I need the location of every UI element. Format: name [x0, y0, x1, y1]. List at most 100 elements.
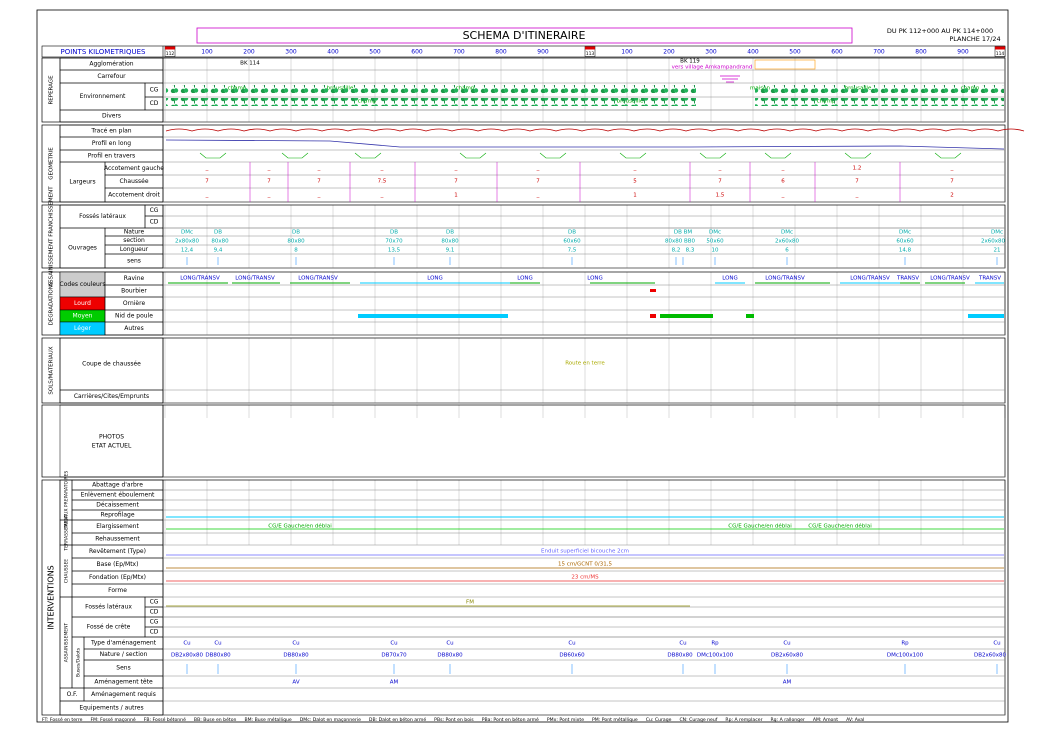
cell-text: 8,2: [672, 248, 681, 254]
row-label: Chaussée: [119, 178, 148, 185]
cell-text: 14,8: [899, 248, 912, 254]
row-label: Fossés latéraux: [79, 213, 126, 220]
cell-text: Cu: [292, 641, 299, 647]
pothole: [660, 314, 713, 318]
row-label: Sens: [116, 665, 130, 672]
section-title: GEOMETRIE: [49, 147, 55, 180]
label-cell: [104, 253, 164, 269]
cell-text: 7: [718, 179, 722, 185]
vegetation: [166, 98, 696, 106]
km-marker-top: [585, 46, 595, 50]
cell-text: 12,4: [181, 248, 194, 254]
cell-text: BK 119: [680, 59, 700, 65]
cell-text: AV: [292, 680, 299, 686]
cell-text: 21: [994, 248, 1001, 254]
cell-text: 7: [205, 179, 209, 185]
cell-text: 80x80: [211, 239, 229, 245]
label-cell: [104, 187, 164, 203]
legend-item: BM: Buse métallique: [244, 716, 291, 723]
row-label: Accotement gauche: [104, 165, 164, 172]
row-label: CG: [150, 207, 159, 214]
legend-item: FT: Fossé en terre: [42, 716, 83, 723]
legend-item: Rg: A rallonger: [770, 717, 804, 723]
row-label: Reprofilage: [100, 512, 134, 519]
vegetation: [166, 85, 696, 93]
cell-text: 7,5: [568, 248, 577, 254]
cell-text: DB: [446, 230, 454, 236]
cell-text: Rp: [901, 641, 909, 647]
cell-text: LONG/TRANSV: [180, 276, 220, 282]
section-frame: [41, 124, 1006, 203]
cell-text: _: [950, 166, 954, 172]
cell-text: DB80x80: [205, 653, 231, 659]
row-label: Ouvrages: [68, 245, 97, 252]
row-label: Environnement: [80, 93, 126, 100]
cell-text: Cu: [993, 641, 1000, 647]
cell-text: FM: [466, 600, 474, 606]
cell-text: 8: [294, 248, 298, 254]
cell-text: 80x80: [441, 239, 459, 245]
row-label: Fondation (Ep/Mtx): [89, 574, 146, 581]
row-label: Coupe de chaussée: [82, 361, 141, 368]
section-title: REPERAGE: [49, 75, 55, 105]
row-label: Accotement droit: [108, 192, 160, 199]
km-tick: 100: [201, 49, 213, 56]
cell-text: Rp: [711, 641, 719, 647]
row-label: Lourd: [74, 300, 91, 307]
cell-text: TRANSV: [978, 276, 1001, 282]
cross-profile: [354, 152, 382, 159]
cell-text: 80x80 BB0: [665, 239, 696, 245]
cross-profile: [281, 152, 309, 159]
cell-text: 7: [950, 179, 954, 185]
long-profile: [165, 139, 1005, 150]
pothole: [358, 314, 508, 318]
pothole: [968, 314, 1004, 318]
legend-item: Rp: A remplacer: [725, 717, 762, 723]
legend-item: PBa: Pont en béton armé: [482, 716, 539, 723]
section-frame: [41, 479, 1006, 716]
cell-text: _: [317, 193, 321, 199]
km-row: [41, 45, 1006, 58]
legend-item: AM: Amont: [813, 717, 838, 723]
cell-text: LONG/TRANSV: [765, 276, 805, 282]
cell-text: BK 114: [240, 61, 260, 67]
row-label: sens: [127, 258, 141, 265]
row-label: Fossé de crête: [87, 624, 131, 631]
row-label: Nid de poule: [115, 313, 153, 320]
cell-text: _: [536, 193, 540, 199]
section-title: SOLS/MATERIAUX: [49, 346, 55, 394]
cell-text: DB2x80x80: [171, 653, 204, 659]
row-label: Revêtement (Type): [89, 548, 146, 555]
cell-text: 1: [633, 193, 637, 199]
row-label: Bourbier: [121, 288, 147, 295]
km-tick: 100: [621, 49, 633, 56]
cell-text: 60x60: [563, 239, 581, 245]
row-label: Enlèvement éboulement: [81, 492, 155, 499]
row-label: O.F.: [67, 691, 78, 698]
row-label: Rehaussement: [95, 536, 140, 543]
vegetation: [755, 85, 1004, 93]
row-label: Codes couleurs: [60, 281, 106, 288]
cell-text: TRANSV: [896, 276, 919, 282]
cell-text: DB2x60x80: [771, 653, 804, 659]
cell-text: _: [718, 166, 722, 172]
cell-text: _: [781, 193, 785, 199]
cell-text: DMc: [781, 230, 793, 236]
cell-text: DMc: [181, 230, 193, 236]
cell-text: Enduit superficiel bicouche 2cm: [541, 549, 629, 555]
km-tick: 900: [537, 49, 549, 56]
cell-text: 7.5: [378, 179, 387, 185]
row-label: Divers: [102, 113, 121, 120]
km-tick: 700: [453, 49, 465, 56]
row-label: Type d'aménagement: [90, 640, 157, 647]
row-label: Tracé en plan: [90, 128, 131, 135]
cell-text: _: [454, 166, 458, 172]
cell-text: DB80x80: [437, 653, 463, 659]
row-label: Profil en long: [92, 140, 131, 147]
group-label: TRAVAUX PREPARATOIRES: [64, 471, 70, 531]
cell-text: 6: [785, 248, 789, 254]
cell-text: LONG: [517, 276, 533, 282]
cell-text: 7: [536, 179, 540, 185]
cell-text: DB: [214, 230, 222, 236]
label-cell: [59, 700, 164, 716]
